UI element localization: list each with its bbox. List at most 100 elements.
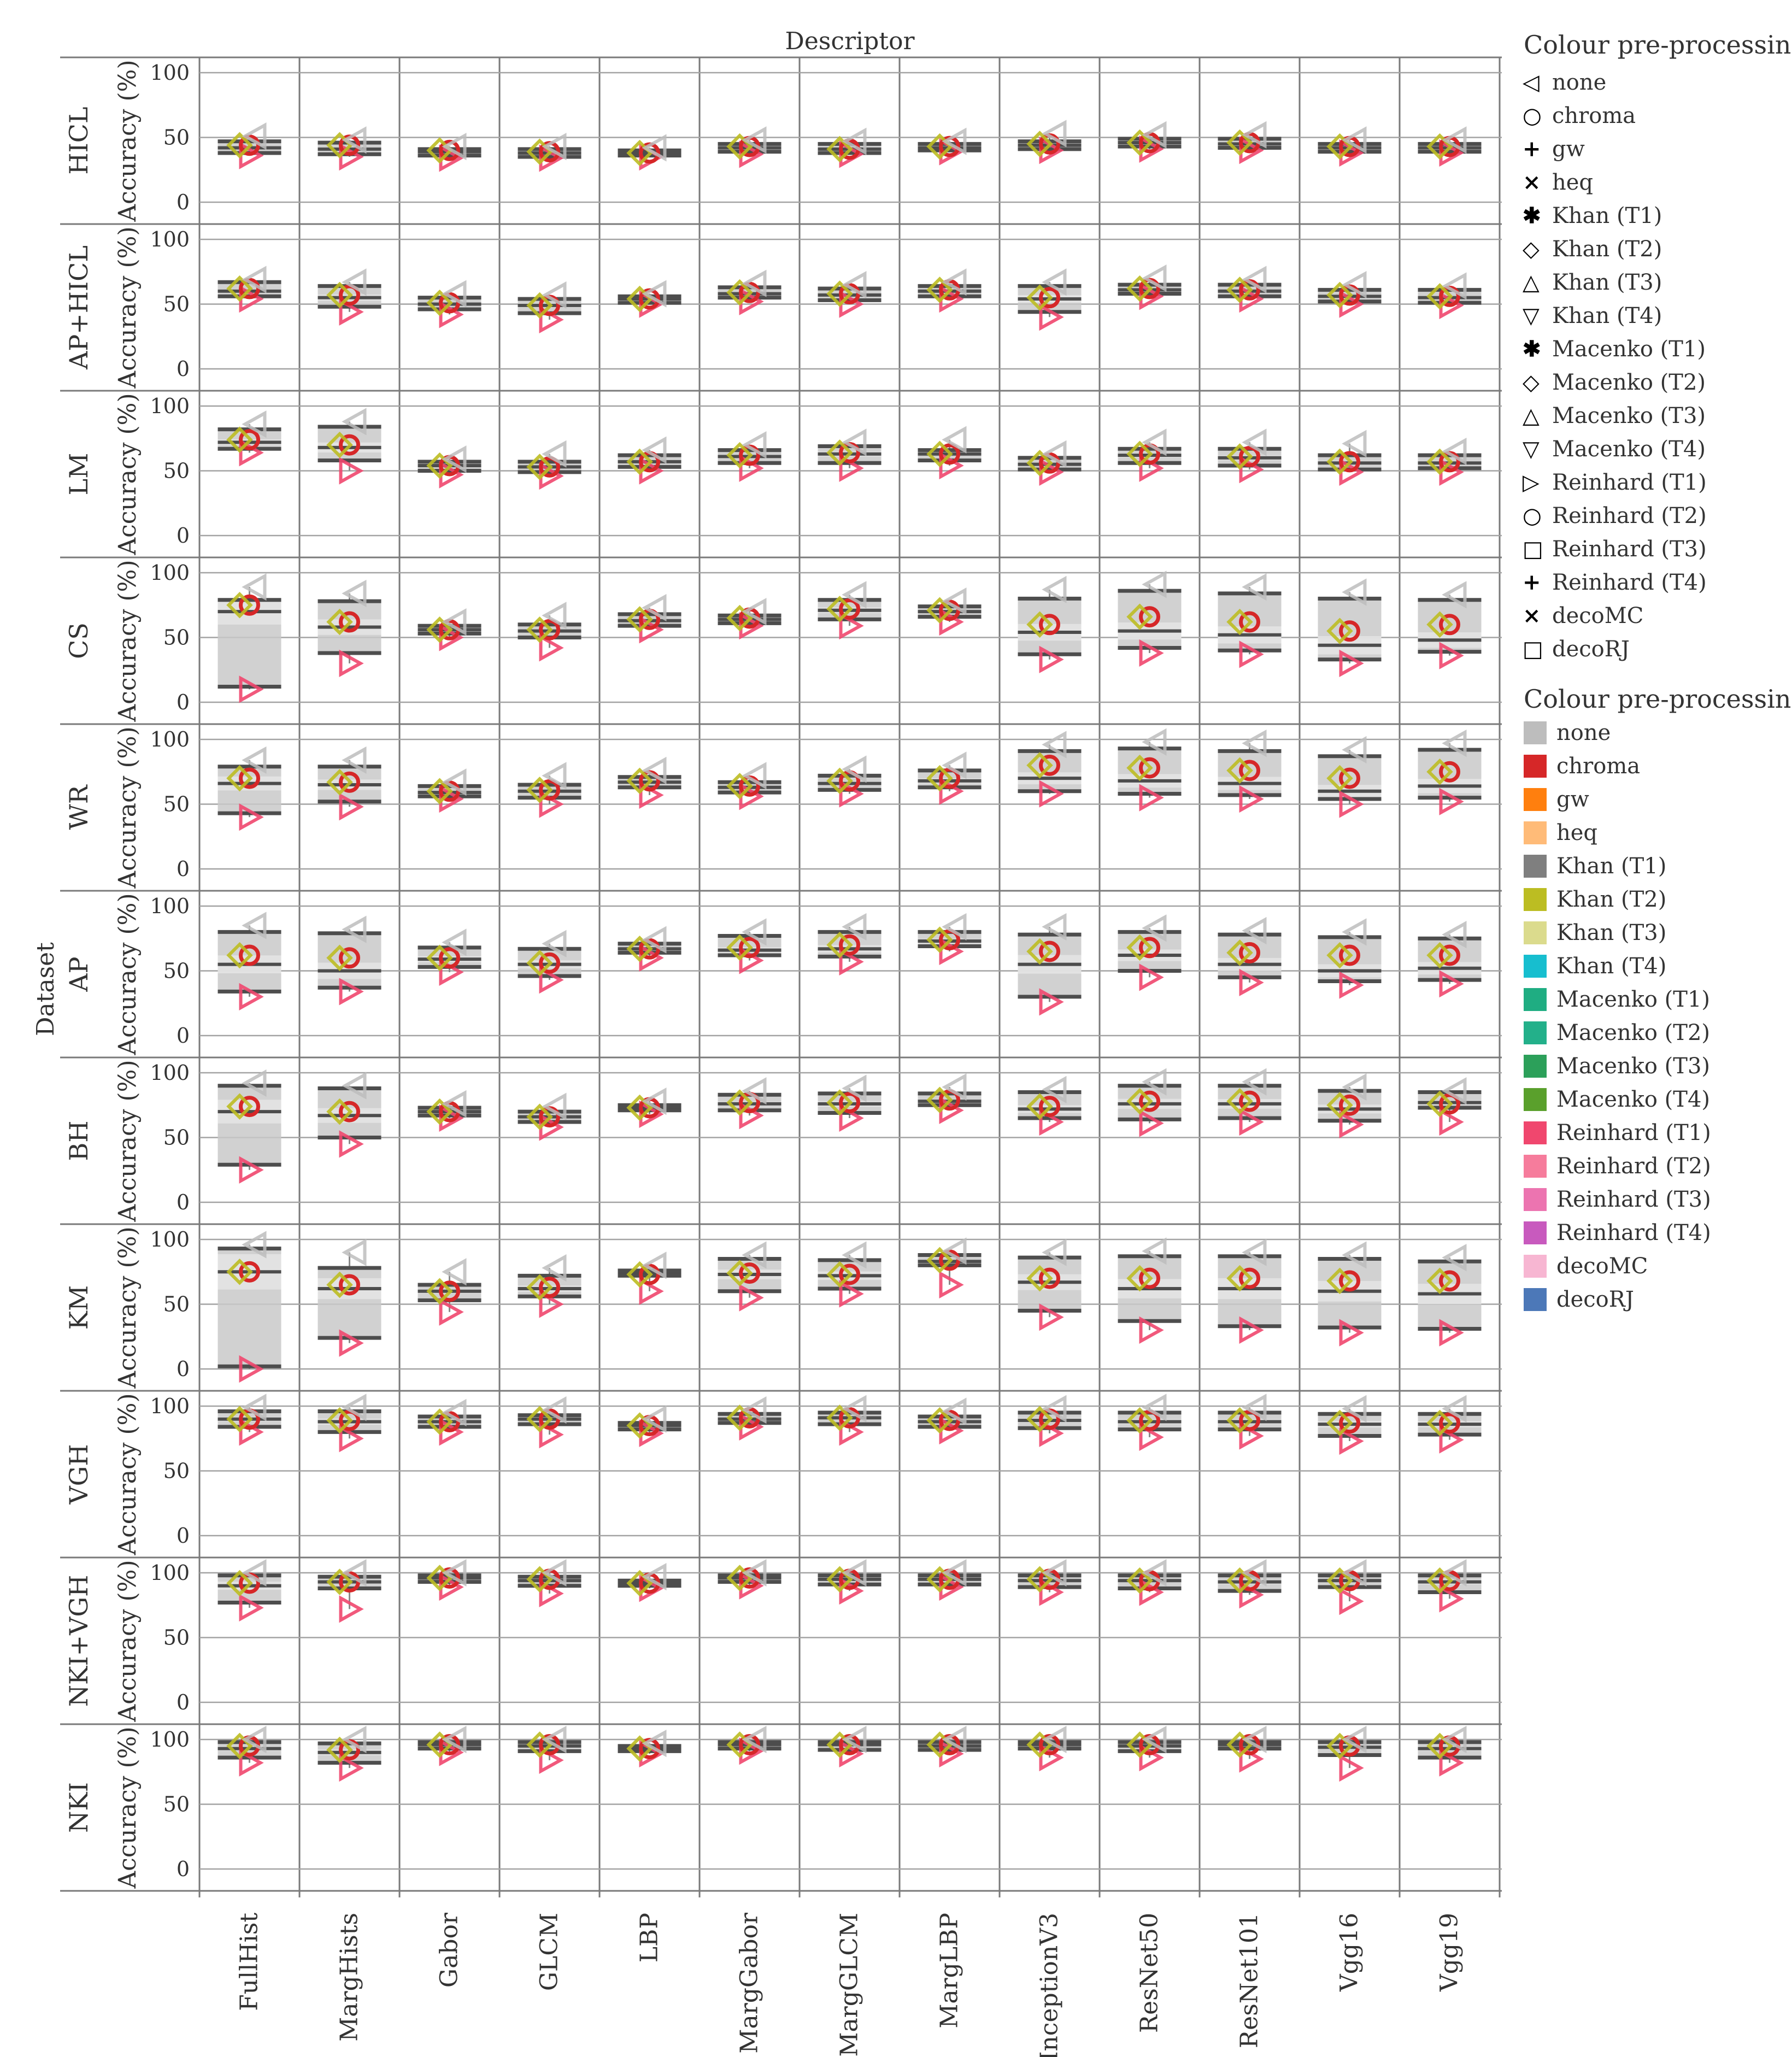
point-marker bbox=[1042, 731, 1067, 759]
point-marker bbox=[342, 579, 367, 608]
point-marker bbox=[542, 1559, 567, 1587]
legend-colour-label: Reinhard (T3) bbox=[1556, 1187, 1711, 1212]
point-marker bbox=[1042, 1395, 1067, 1423]
point-marker bbox=[926, 597, 953, 624]
point-marker bbox=[526, 950, 553, 977]
dataset-label: KM bbox=[64, 1285, 93, 1330]
point-marker bbox=[242, 746, 267, 774]
point-marker bbox=[642, 1405, 667, 1433]
point-marker bbox=[1039, 1096, 1060, 1118]
point-marker bbox=[339, 1130, 364, 1158]
point-marker bbox=[1439, 642, 1464, 669]
point-marker bbox=[742, 1077, 767, 1105]
box-AP-GLCM bbox=[518, 930, 581, 994]
box-HICL-Vgg16 bbox=[1318, 126, 1382, 167]
point-marker bbox=[742, 918, 767, 946]
box-KM-GLCM bbox=[518, 1254, 581, 1318]
box-CS-Gabor bbox=[418, 608, 481, 651]
point-marker bbox=[226, 275, 253, 302]
point-marker bbox=[726, 1089, 753, 1116]
point-marker bbox=[1226, 939, 1253, 966]
box-KM-ResNet50 bbox=[1118, 1237, 1182, 1344]
point-marker bbox=[1142, 1068, 1167, 1096]
point-marker bbox=[539, 779, 560, 801]
point-marker bbox=[742, 1241, 767, 1269]
point-marker bbox=[526, 292, 553, 319]
x-tick-label: ResNet101 bbox=[1236, 1913, 1264, 2048]
point-marker bbox=[442, 132, 467, 161]
dataset-label: AP bbox=[64, 956, 93, 992]
box-KM-MargGabor bbox=[718, 1241, 782, 1312]
point-marker bbox=[1239, 968, 1264, 996]
point-marker bbox=[1239, 1267, 1260, 1289]
point-marker bbox=[442, 768, 467, 796]
point-marker bbox=[842, 755, 867, 783]
point-marker bbox=[626, 448, 653, 475]
box-NKI+VGH-FullHist bbox=[218, 1559, 281, 1622]
point-marker bbox=[1139, 1316, 1164, 1344]
box-NKI+VGH-Vgg19 bbox=[1418, 1559, 1482, 1613]
legend-shape-label: chroma bbox=[1552, 103, 1636, 128]
point-marker bbox=[726, 442, 753, 469]
box-HICL-InceptionV3 bbox=[1018, 120, 1082, 164]
point-marker bbox=[542, 1725, 567, 1754]
point-marker bbox=[726, 934, 753, 961]
box-CS-LBP bbox=[618, 593, 681, 644]
legend-shape-symbol: ✱ bbox=[1523, 203, 1541, 228]
point-marker bbox=[1242, 121, 1267, 149]
point-marker bbox=[1342, 918, 1367, 946]
box-LM-InceptionV3 bbox=[1018, 440, 1082, 486]
point-marker bbox=[242, 1725, 267, 1754]
point-marker bbox=[539, 619, 560, 640]
dataset-label: BH bbox=[64, 1121, 93, 1161]
point-marker bbox=[226, 1570, 253, 1597]
point-marker bbox=[1339, 1270, 1360, 1292]
box-KM-FullHist bbox=[218, 1231, 281, 1383]
point-marker bbox=[1339, 620, 1360, 642]
point-marker bbox=[1142, 1725, 1167, 1754]
point-marker bbox=[326, 1568, 353, 1595]
point-marker bbox=[442, 1398, 467, 1426]
point-marker bbox=[339, 793, 364, 821]
point-marker bbox=[1042, 1075, 1067, 1103]
point-marker bbox=[926, 277, 953, 303]
point-marker bbox=[842, 913, 867, 941]
point-marker bbox=[742, 126, 767, 154]
box-WR-InceptionV3 bbox=[1018, 731, 1082, 808]
point-marker bbox=[1339, 1110, 1364, 1138]
box-NKI+VGH-MargHists bbox=[318, 1559, 381, 1623]
point-marker bbox=[1342, 126, 1367, 154]
point-marker bbox=[342, 1238, 367, 1266]
box-CS-MargGabor bbox=[718, 598, 782, 640]
box-KM-MargLBP bbox=[918, 1237, 982, 1299]
point-marker bbox=[1239, 445, 1260, 467]
legend-colour-swatch bbox=[1524, 1155, 1547, 1178]
point-marker bbox=[1239, 1316, 1264, 1344]
box-BH-MargHists bbox=[318, 1072, 381, 1158]
point-marker bbox=[526, 1406, 553, 1432]
point-marker bbox=[339, 298, 364, 326]
box-AP+HICL-MargGabor bbox=[718, 269, 782, 315]
point-marker bbox=[742, 598, 767, 626]
point-marker bbox=[342, 1394, 367, 1421]
point-marker bbox=[839, 598, 860, 620]
point-marker bbox=[926, 440, 953, 467]
legend-shape-label: Khan (T1) bbox=[1552, 203, 1662, 228]
point-marker bbox=[842, 1725, 867, 1754]
box-AP+HICL-Vgg16 bbox=[1318, 271, 1382, 318]
box-CS-MargHists bbox=[318, 579, 381, 677]
point-marker bbox=[1226, 608, 1253, 636]
point-marker bbox=[1339, 451, 1360, 473]
box-CS-ResNet50 bbox=[1118, 571, 1182, 667]
box-LM-ResNet101 bbox=[1218, 428, 1282, 484]
point-marker bbox=[742, 269, 767, 297]
point-marker bbox=[426, 1098, 453, 1125]
box-NKI+VGH-InceptionV3 bbox=[1018, 1559, 1082, 1606]
legend-shape-label: gw bbox=[1552, 137, 1585, 162]
point-marker bbox=[442, 280, 467, 308]
point-marker bbox=[1439, 614, 1460, 636]
legend-shape-symbol: + bbox=[1523, 136, 1541, 162]
box-NKI+VGH-ResNet101 bbox=[1218, 1559, 1282, 1609]
point-marker bbox=[742, 762, 767, 790]
point-marker bbox=[726, 279, 753, 306]
